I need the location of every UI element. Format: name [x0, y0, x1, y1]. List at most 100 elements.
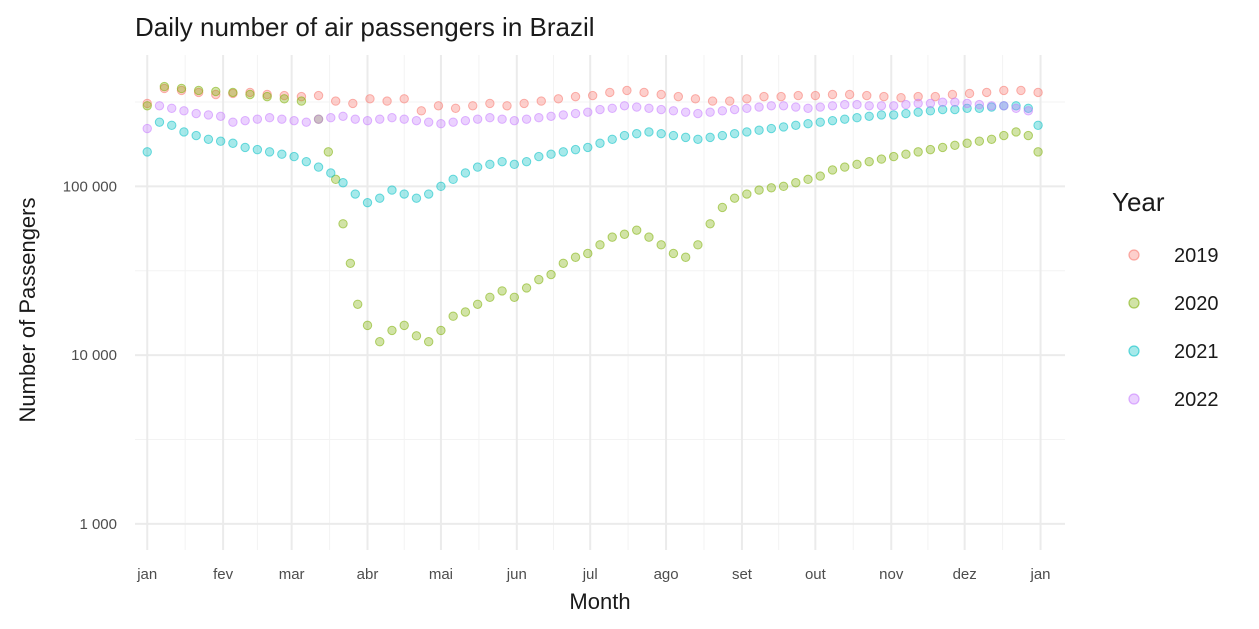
x-tick-label: abr — [357, 566, 379, 583]
data-point — [362, 115, 373, 126]
data-point — [472, 299, 483, 309]
data-point — [622, 85, 632, 96]
data-point — [279, 94, 289, 104]
data-point — [827, 89, 838, 100]
data-point — [673, 91, 684, 102]
series-2022 — [142, 97, 1033, 134]
data-point — [705, 107, 715, 117]
data-point — [1023, 103, 1033, 113]
data-point — [448, 174, 458, 185]
data-point — [558, 258, 568, 268]
data-point — [693, 134, 703, 144]
data-point — [583, 142, 593, 153]
data-point — [191, 130, 201, 141]
data-point — [717, 106, 728, 116]
data-point — [264, 113, 275, 123]
data-point — [607, 232, 617, 242]
x-axis-title: Month — [569, 589, 630, 614]
data-point — [159, 81, 170, 92]
data-point — [937, 142, 948, 153]
data-point — [680, 252, 691, 262]
data-point — [619, 101, 630, 111]
data-point — [913, 98, 923, 109]
data-point — [228, 117, 238, 127]
data-point — [876, 101, 887, 111]
data-point — [399, 189, 409, 199]
x-tick-label: out — [805, 566, 827, 583]
data-point — [536, 96, 546, 106]
data-point — [362, 197, 373, 208]
data-point — [896, 93, 906, 103]
data-point — [815, 171, 825, 181]
data-point — [827, 165, 838, 175]
data-point — [791, 120, 801, 130]
legend-key — [1128, 345, 1140, 357]
data-point — [964, 88, 975, 99]
data-point — [864, 111, 874, 121]
data-point — [583, 248, 593, 259]
data-point — [436, 181, 446, 192]
data-point — [416, 106, 427, 116]
data-point — [411, 115, 422, 126]
data-point — [534, 274, 544, 285]
data-point — [827, 101, 838, 111]
data-point — [778, 122, 789, 132]
data-point — [766, 123, 777, 134]
data-point — [725, 96, 735, 106]
data-point — [1023, 130, 1033, 141]
chart-title: Daily number of air passengers in Brazil — [135, 12, 595, 42]
legend-key — [1128, 249, 1140, 261]
data-point — [433, 101, 444, 111]
data-point — [179, 127, 189, 137]
data-point — [436, 119, 446, 129]
data-point — [450, 103, 461, 113]
data-point — [1011, 103, 1021, 113]
data-point — [546, 111, 556, 121]
x-tick-label: jan — [1030, 566, 1051, 583]
data-point — [693, 240, 703, 250]
data-point — [605, 87, 615, 98]
data-point — [350, 189, 360, 199]
data-point — [375, 114, 385, 124]
data-point — [668, 130, 679, 141]
data-point — [502, 101, 512, 111]
data-point — [864, 156, 874, 167]
legend-label: 2020 — [1174, 293, 1219, 315]
data-point — [485, 292, 495, 303]
data-point — [313, 162, 324, 172]
data-point — [348, 98, 358, 109]
data-point — [729, 193, 740, 203]
data-point — [729, 104, 740, 115]
data-point — [485, 98, 495, 109]
data-point — [791, 178, 801, 188]
data-point — [338, 111, 348, 121]
data-point — [509, 159, 520, 170]
data-point — [595, 138, 605, 148]
data-point — [423, 189, 434, 199]
legend-label: 2021 — [1174, 341, 1219, 363]
data-point — [707, 96, 718, 106]
data-point — [191, 108, 201, 119]
data-point — [803, 103, 813, 113]
data-point — [840, 99, 850, 110]
data-point — [240, 115, 250, 126]
data-point — [680, 107, 691, 117]
data-point — [999, 101, 1009, 111]
data-point — [759, 91, 769, 102]
data-points — [142, 81, 1043, 347]
data-point — [519, 98, 529, 109]
data-point — [632, 225, 642, 235]
data-point — [1016, 85, 1026, 96]
data-point — [901, 108, 911, 119]
data-point — [644, 103, 654, 113]
data-point — [313, 90, 324, 101]
x-tick-label: jun — [506, 566, 527, 583]
x-tick-label: set — [732, 566, 753, 583]
data-point — [375, 193, 385, 203]
data-point — [962, 138, 972, 148]
data-point — [742, 103, 752, 113]
data-point — [950, 104, 960, 115]
data-point — [754, 125, 764, 135]
data-point — [448, 311, 458, 321]
data-point — [167, 103, 177, 113]
